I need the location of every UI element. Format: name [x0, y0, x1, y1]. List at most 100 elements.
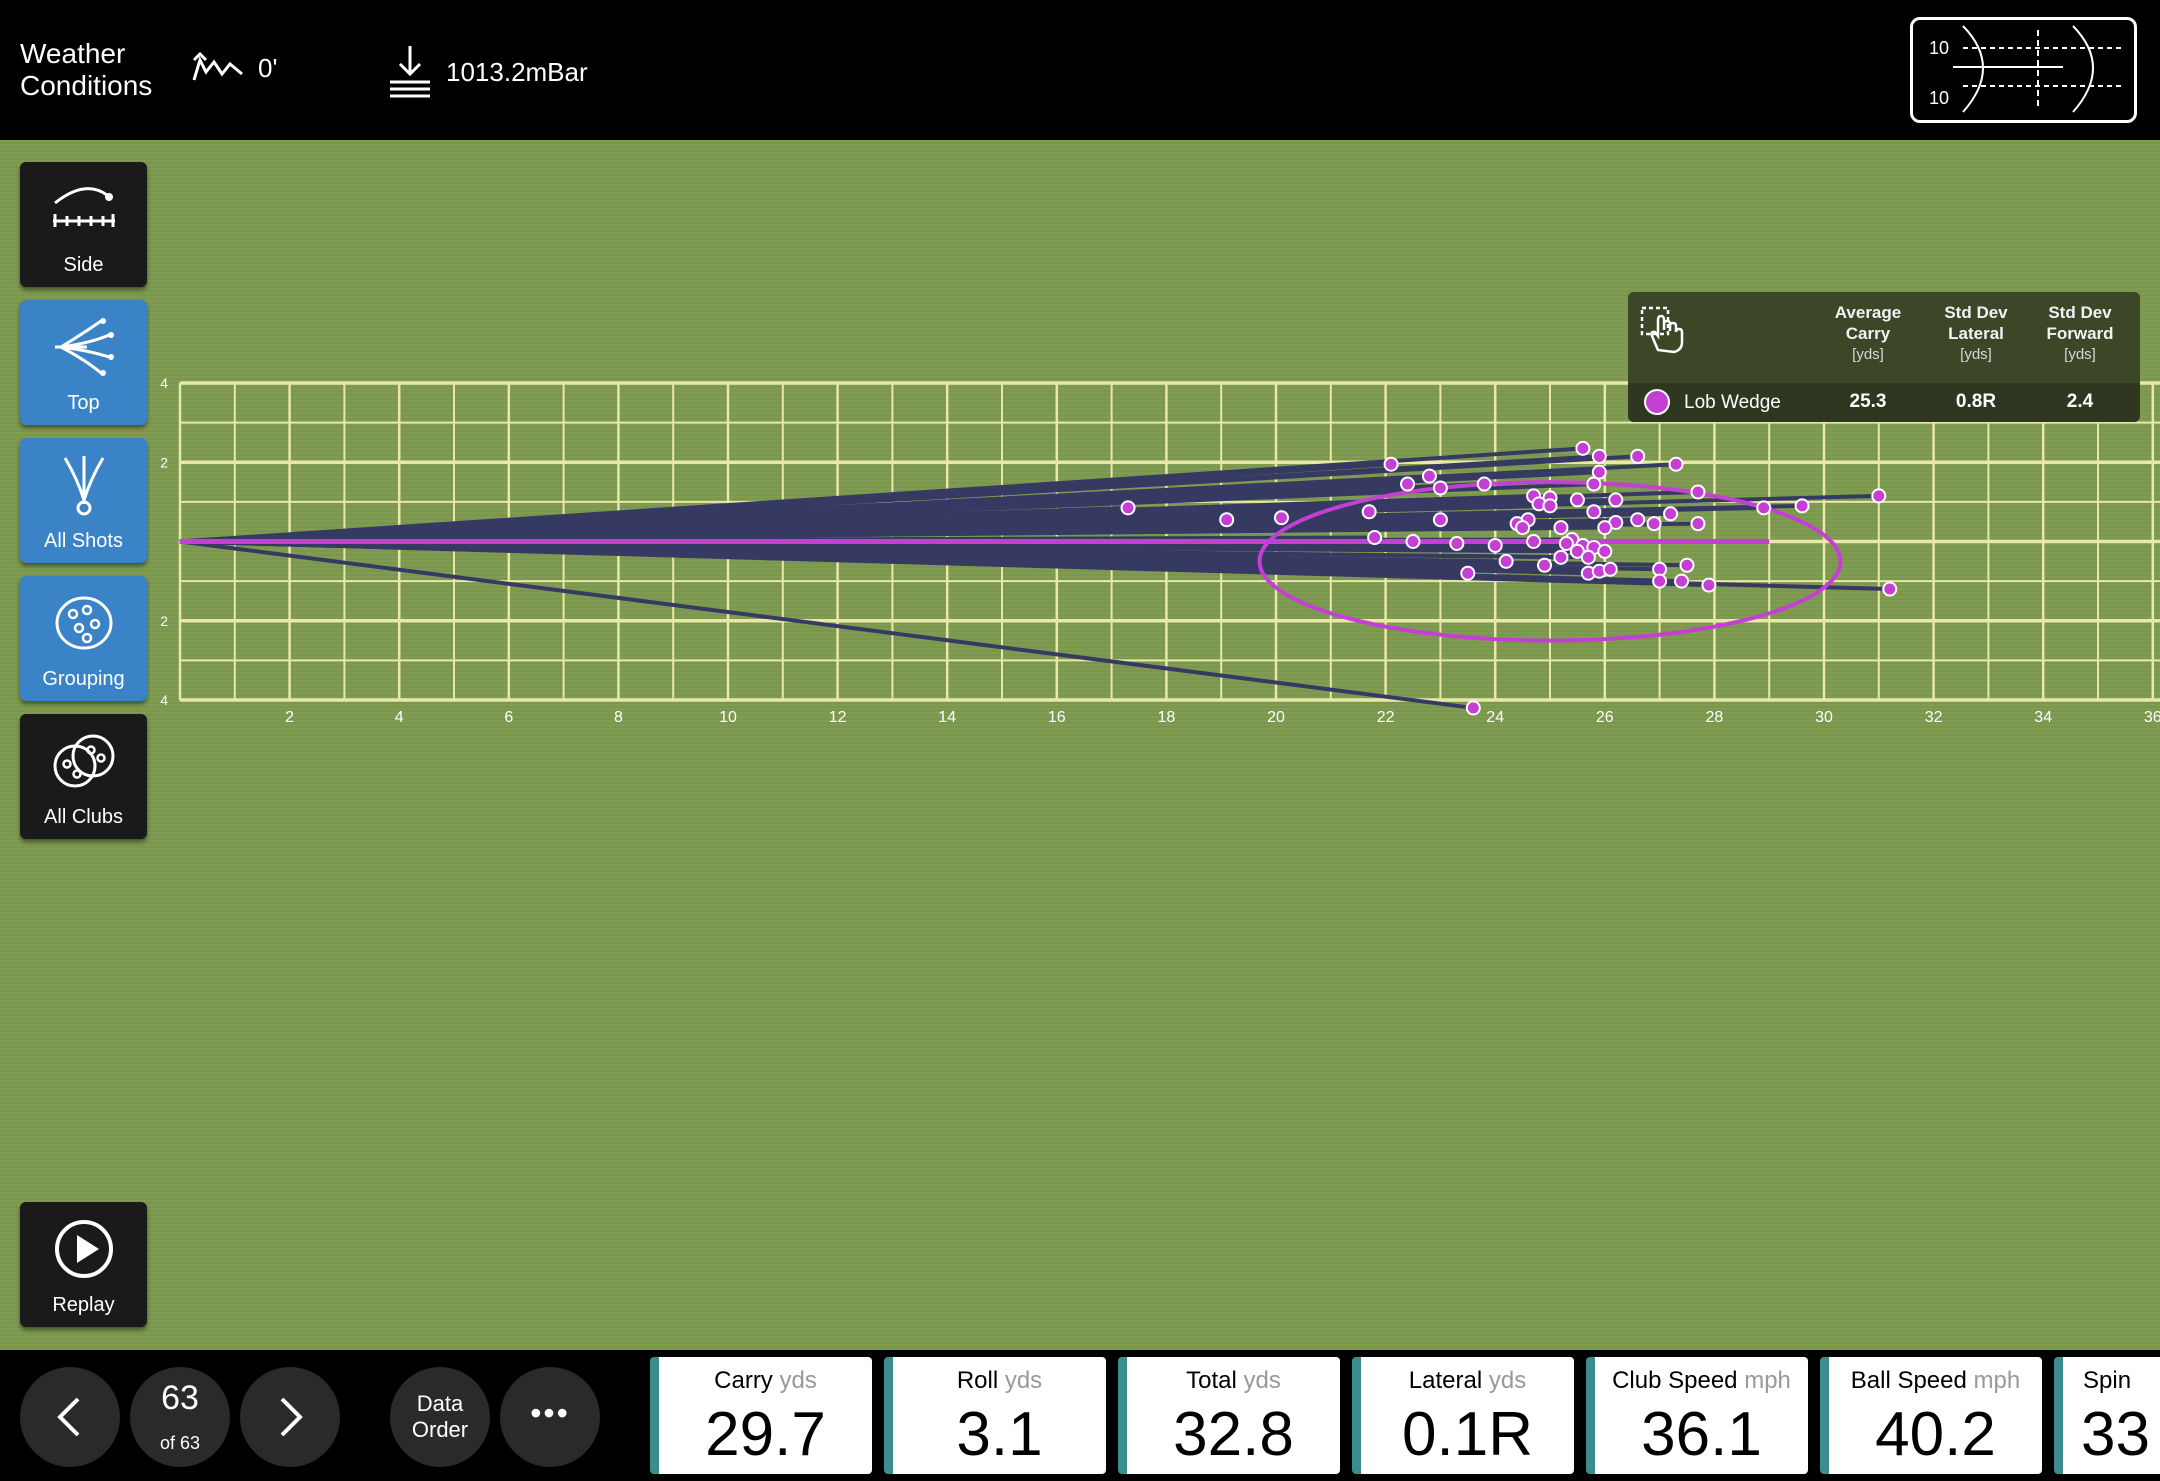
shot-counter[interactable]: 63 of 63	[130, 1367, 230, 1467]
shot-point[interactable]	[1460, 565, 1476, 581]
y-axis-ticks: 4 2 2 4	[160, 375, 168, 708]
x-tick-label: 6	[504, 709, 513, 726]
x-tick-label: 12	[829, 709, 847, 726]
std-dev-forward-value: 2.4	[2066, 391, 2094, 412]
metric-carry[interactable]: Carry yds 29.7	[650, 1357, 872, 1474]
shot-point[interactable]	[1553, 520, 1569, 536]
shot-point[interactable]	[1597, 543, 1613, 559]
shot-point[interactable]	[1273, 510, 1289, 526]
grouping-button[interactable]: Grouping	[20, 576, 147, 701]
shot-point[interactable]	[1542, 498, 1558, 514]
shot-point[interactable]	[1476, 476, 1492, 492]
y-tick-label: 4	[160, 692, 168, 708]
shot-index: 63	[161, 1379, 199, 1417]
metric-roll[interactable]: Roll yds 3.1	[884, 1357, 1106, 1474]
metric-lateral[interactable]: Lateral yds 0.1R	[1352, 1357, 1574, 1474]
shot-point[interactable]	[1432, 480, 1448, 496]
top-view-button[interactable]: Top	[20, 300, 147, 425]
shot-point[interactable]	[1586, 504, 1602, 520]
shot-point[interactable]	[1580, 549, 1596, 565]
x-tick-label: 36	[2144, 709, 2160, 726]
dispersion-ellipse	[1257, 480, 1843, 643]
replay-button[interactable]: Replay	[20, 1202, 147, 1327]
bottom-bar: 63 of 63 Data Order ••• Carry yds 29.7 R…	[0, 1350, 2160, 1481]
shot-total: of 63	[159, 1433, 201, 1453]
y-tick-label: 4	[160, 375, 168, 391]
hand-select-icon[interactable]	[1638, 304, 1690, 356]
shot-point[interactable]	[1690, 484, 1706, 500]
metric-ball-speed[interactable]: Ball Speed mph 40.2	[1820, 1357, 2042, 1474]
side-view-button[interactable]: Side	[20, 162, 147, 287]
side-view-label: Side	[63, 254, 104, 276]
shot-point[interactable]	[1591, 464, 1607, 480]
x-tick-label: 28	[1706, 709, 1724, 726]
weather-title-line1: Weather	[20, 38, 126, 69]
top-view-icon	[54, 318, 114, 376]
shot-point[interactable]	[1465, 700, 1481, 716]
shot-point[interactable]	[1487, 537, 1503, 553]
x-tick-label: 24	[1486, 709, 1504, 726]
shot-point[interactable]	[1361, 504, 1377, 520]
shot-point[interactable]	[1526, 534, 1542, 549]
y-tick-label: 2	[160, 454, 168, 470]
club-name: Lob Wedge	[1684, 392, 1781, 413]
minimap[interactable]: 10 10	[1910, 17, 2137, 123]
shot-point[interactable]	[1367, 530, 1383, 546]
top-view-label: Top	[67, 392, 100, 414]
metric-club-speed-value: 36.1	[1641, 1400, 1762, 1469]
metric-ball-speed-value: 40.2	[1875, 1400, 1996, 1469]
shot-trajectory	[179, 462, 1392, 544]
club-row-lob-wedge[interactable]: Lob Wedge 25.3 0.8R 2.4	[1628, 383, 2140, 422]
shot-point[interactable]	[1663, 506, 1679, 522]
data-order-button[interactable]: Data Order	[390, 1367, 490, 1467]
next-shot-button[interactable]	[240, 1367, 340, 1467]
shot-point[interactable]	[1120, 500, 1136, 516]
shot-point[interactable]	[1432, 512, 1448, 528]
x-tick-label: 18	[1158, 709, 1176, 726]
shot-trajectory	[179, 539, 1709, 588]
all-clubs-button[interactable]: All Clubs	[20, 714, 147, 839]
shot-point[interactable]	[1569, 492, 1585, 508]
shot-point[interactable]	[1586, 476, 1602, 492]
shot-point[interactable]	[1515, 520, 1531, 536]
shot-point[interactable]	[1597, 520, 1613, 536]
shot-point[interactable]	[1537, 557, 1553, 573]
shot-point[interactable]	[1701, 577, 1717, 593]
shot-point[interactable]	[1679, 557, 1695, 573]
shot-point[interactable]	[1591, 448, 1607, 464]
shot-point[interactable]	[1405, 534, 1421, 549]
all-shots-button[interactable]: All Shots	[20, 438, 147, 563]
shot-point[interactable]	[1690, 516, 1706, 532]
shot-point[interactable]	[1871, 488, 1887, 504]
metric-club-speed[interactable]: Club Speed mph 36.1	[1586, 1357, 1808, 1474]
metric-spin[interactable]: Spin 33	[2054, 1357, 2160, 1474]
shot-point[interactable]	[1652, 573, 1668, 589]
shot-point[interactable]	[1498, 553, 1514, 569]
shot-point[interactable]	[1756, 500, 1772, 516]
weather-conditions-button[interactable]: Weather Conditions	[20, 38, 152, 102]
shot-point[interactable]	[1553, 549, 1569, 565]
shot-point[interactable]	[1668, 456, 1684, 472]
more-options-button[interactable]: •••	[500, 1367, 600, 1467]
shot-point[interactable]	[1630, 512, 1646, 528]
pressure-readout: 1013.2mBar	[386, 44, 588, 100]
shot-point[interactable]	[1558, 535, 1574, 551]
shot-point[interactable]	[1630, 448, 1646, 464]
shot-point[interactable]	[1383, 456, 1399, 472]
shot-point[interactable]	[1449, 535, 1465, 551]
shot-point[interactable]	[1602, 561, 1618, 577]
shot-point[interactable]	[1674, 573, 1690, 589]
previous-shot-button[interactable]	[20, 1367, 120, 1467]
elevation-value: 0'	[258, 52, 278, 83]
shot-point[interactable]	[1882, 581, 1898, 597]
shot-point[interactable]	[1219, 512, 1235, 528]
shot-point[interactable]	[1575, 440, 1591, 456]
shot-point[interactable]	[1646, 516, 1662, 532]
shot-point[interactable]	[1421, 468, 1437, 484]
shot-point[interactable]	[1400, 476, 1416, 492]
x-tick-label: 32	[1925, 709, 1943, 726]
metric-total[interactable]: Total yds 32.8	[1118, 1357, 1340, 1474]
shot-point[interactable]	[1794, 498, 1810, 514]
shot-point[interactable]	[1608, 492, 1624, 508]
